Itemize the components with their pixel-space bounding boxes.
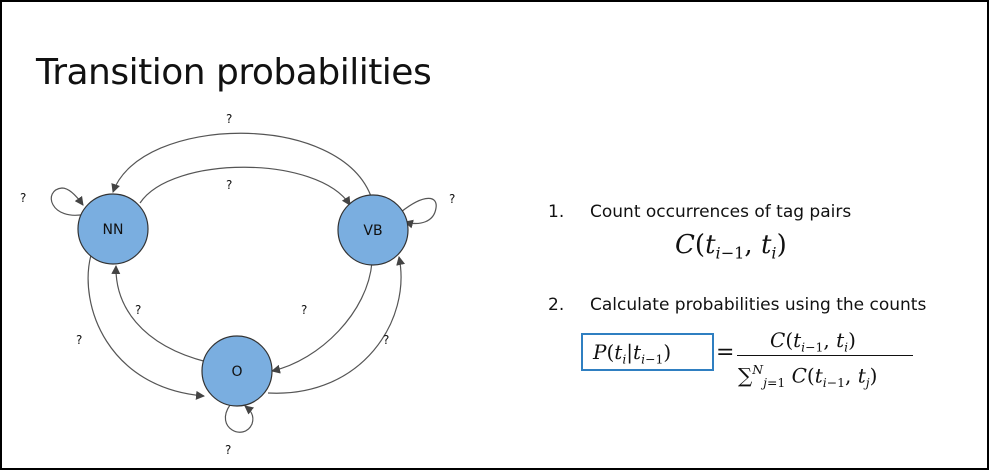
- edge-o-nn-inner: [111, 265, 208, 363]
- edge-label-nn-self: ?: [20, 191, 26, 205]
- edge-o-self: [224, 404, 255, 433]
- step-1-number: 1.: [548, 202, 565, 222]
- step-2-number: 2.: [548, 295, 565, 315]
- edge-label-o-vb: ?: [383, 333, 389, 347]
- probability-highlight-box: [581, 333, 714, 371]
- edge-nn-self: [50, 187, 87, 216]
- edge-label-vb-nn: ?: [226, 112, 232, 126]
- node-vb-label: VB: [363, 223, 382, 239]
- edge-label-vb-self: ?: [449, 192, 455, 206]
- formula-count: C(ti−1, ti): [675, 230, 787, 263]
- edge-label-vb-o: ?: [301, 303, 307, 317]
- edge-nn-vb: [139, 166, 351, 206]
- step-1-text: Count occurrences of tag pairs: [590, 202, 852, 222]
- edge-label-nn-o: ?: [76, 333, 82, 347]
- formula-numerator: C(ti−1, ti): [770, 328, 856, 355]
- node-vb: [337, 194, 409, 266]
- formula-probability-lhs: P(ti|ti−1): [593, 340, 672, 367]
- edge-vb-o-inner: [271, 261, 373, 374]
- edge-nn-o-outer: [87, 254, 205, 400]
- node-o: [201, 335, 273, 407]
- edge-label-o-self: ?: [225, 443, 231, 457]
- formula-equals: =: [716, 340, 735, 365]
- node-o-label: O: [231, 364, 242, 380]
- edge-label-o-nn: ?: [135, 303, 141, 317]
- edge-vb-nn: [111, 132, 373, 200]
- node-nn-label: NN: [103, 222, 124, 238]
- edge-vb-self: [400, 197, 437, 229]
- edge-o-vb-outer: [267, 256, 406, 394]
- step-2-text: Calculate probabilities using the counts: [590, 295, 927, 315]
- formula-denominator: ∑Nj=1 C(ti−1, tj): [738, 362, 878, 390]
- node-nn: [77, 193, 149, 265]
- slide-title: Transition probabilities: [36, 52, 432, 93]
- edge-label-nn-vb: ?: [226, 178, 232, 192]
- fraction-line: [737, 355, 913, 356]
